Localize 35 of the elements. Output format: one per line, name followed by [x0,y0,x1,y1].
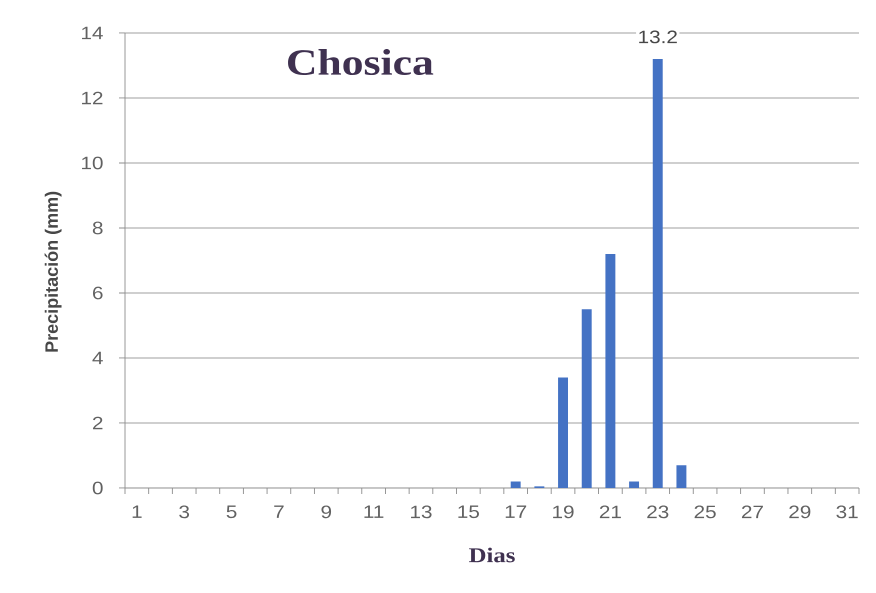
chart-title: Chosica [288,49,434,76]
x-tick-label: 1 [132,506,142,518]
y-tick-label: 10 [82,156,103,170]
y-tick-label: 2 [92,416,102,430]
x-tick-label: 17 [506,506,526,518]
y-axis-title: Precipitación (mm) [44,192,62,352]
data-label: 13.2 [639,30,677,44]
y-tick-label: 14 [82,26,103,40]
x-tick-label: 5 [226,506,236,518]
x-tick-label: 27 [742,506,763,518]
bar [605,254,616,488]
x-tick-label: 21 [600,506,621,518]
x-tick-label: 13 [411,506,432,518]
x-tick-label: 9 [321,506,332,518]
bar [676,465,686,488]
x-tick-label: 29 [789,506,810,518]
y-tick-label: 4 [92,352,103,364]
x-tick-label: 25 [694,506,716,518]
x-tick-label: 23 [647,506,668,518]
x-tick-label: 15 [458,506,479,518]
y-tick-label: 8 [92,222,103,234]
x-tick-label: 3 [179,506,190,518]
x-axis-title: Dias [469,548,515,562]
bar [558,377,568,488]
x-tick-label: 11 [364,506,384,518]
x-tick-label: 7 [274,506,284,518]
y-tick-label: 12 [82,92,102,104]
bar [582,309,592,488]
x-tick-label: 31 [836,506,858,518]
y-tick-label: 6 [93,286,103,300]
bar [629,481,640,488]
x-tick-label: 19 [553,506,574,518]
bar [652,58,663,488]
y-tick-label: 0 [92,482,103,494]
bar [510,481,521,488]
